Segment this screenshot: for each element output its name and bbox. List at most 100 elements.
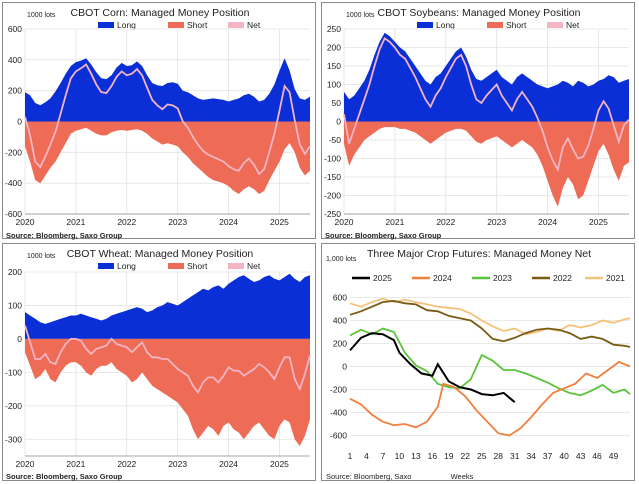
corn-xtick: 2020 — [16, 217, 35, 227]
three-crops-unit-label: 1,000 lots — [326, 256, 357, 263]
wheat-position-panel: CBOT Wheat: Managed Money Position 1000 l… — [2, 243, 316, 481]
three-crops-legend-2024: 2024 — [433, 273, 452, 283]
corn-legend-swatch-net — [228, 22, 244, 28]
three-crops-ytick: -600 — [330, 431, 347, 441]
corn-short-area — [25, 121, 310, 194]
soybeans-xtick: 2022 — [436, 217, 455, 227]
three-crops-xtick: 34 — [526, 451, 536, 461]
corn-title: CBOT Corn: Managed Money Position — [71, 7, 250, 19]
soybeans-legend-swatch-long — [417, 22, 433, 28]
corn-legend-long: Long — [117, 20, 136, 30]
three-crops-line-2022 — [349, 299, 631, 348]
three-crops-xtick: 19 — [444, 451, 454, 461]
soybeans-legend-swatch-net — [547, 22, 563, 28]
three-crops-legend-2021: 2021 — [606, 273, 625, 283]
three-crops-ytick: -200 — [330, 385, 347, 395]
corn-xtick: 2025 — [270, 217, 289, 227]
corn-legend-swatch-short — [168, 22, 184, 28]
soybeans-title: CBOT Soybeans: Managed Money Position — [378, 7, 581, 19]
soybeans-ytick: 100 — [327, 80, 341, 90]
wheat-xtick: 2022 — [117, 459, 136, 469]
wheat-ytick: -200 — [5, 401, 22, 411]
corn-xtick: 2022 — [117, 217, 136, 227]
wheat-ytick: -100 — [5, 367, 22, 377]
wheat-unit-label: 1000 lots — [27, 253, 56, 260]
three-crops-xtick: 28 — [494, 451, 504, 461]
three-crops-xtick: 7 — [381, 451, 386, 461]
soybeans-ytick: -250 — [324, 209, 341, 219]
three-crops-xtick: 4 — [364, 451, 369, 461]
soybeans-legend-swatch-short — [487, 22, 503, 28]
corn-long-area — [25, 58, 310, 122]
wheat-ytick: -300 — [5, 434, 22, 444]
corn-legend-short: Short — [187, 20, 208, 30]
corn-ytick: -200 — [5, 147, 22, 157]
three-crops-title: Three Major Crop Futures: Managed Money … — [367, 248, 591, 260]
wheat-xtick: 2023 — [168, 459, 187, 469]
three-crops-legend-2025: 2025 — [373, 273, 392, 283]
corn-xtick: 2021 — [66, 217, 85, 227]
three-crops-xtick: 49 — [609, 451, 619, 461]
wheat-legend-swatch-short — [168, 263, 184, 269]
soybeans-ytick: 0 — [336, 117, 341, 127]
corn-ytick: -600 — [5, 209, 22, 219]
three-crops-xtick: 31 — [510, 451, 520, 461]
wheat-xtick: 2020 — [16, 459, 35, 469]
corn-ytick: -400 — [5, 178, 22, 188]
soybeans-ytick: 150 — [327, 61, 341, 71]
three-crops-ytick: 400 — [333, 316, 347, 326]
three-crops-xtick: 16 — [428, 451, 438, 461]
corn-ytick: 600 — [8, 24, 22, 34]
three-crops-xtick: 10 — [395, 451, 405, 461]
wheat-legend-swatch-net — [228, 263, 244, 269]
soybeans-xtick: 2025 — [589, 217, 608, 227]
three-crops-line-2023 — [349, 327, 631, 397]
three-crops-legend-2022: 2022 — [553, 273, 572, 283]
soybeans-ytick: -50 — [329, 135, 342, 145]
wheat-xtick: 2025 — [270, 459, 289, 469]
wheat-legend-short: Short — [187, 261, 208, 271]
soybeans-ytick: -200 — [324, 191, 341, 201]
soybeans-short-area — [344, 121, 629, 207]
corn-ytick: 200 — [8, 86, 22, 96]
soybeans-ytick: 200 — [327, 43, 341, 53]
soybeans-ytick: -150 — [324, 172, 341, 182]
soybeans-xtick: 2020 — [335, 217, 354, 227]
wheat-long-area — [25, 273, 310, 339]
three-crops-xtick: 25 — [477, 451, 487, 461]
corn-xtick: 2024 — [219, 217, 238, 227]
three-crops-line-2021 — [349, 297, 631, 336]
three-crops-legend-2023: 2023 — [493, 273, 512, 283]
wheat-svg: CBOT Wheat: Managed Money Position 1000 l… — [5, 248, 311, 481]
three-crops-net-panel: Three Major Crop Futures: Managed Money … — [321, 243, 635, 481]
wheat-title: CBOT Wheat: Managed Money Position — [67, 248, 254, 260]
three-crops-line-2025 — [349, 332, 516, 403]
three-crops-source: Source: Bloomberg, Saxo — [326, 472, 411, 481]
soybeans-long-area — [344, 32, 629, 122]
corn-svg: CBOT Corn: Managed Money Position 1000 lo… — [5, 7, 311, 240]
three-crops-xtick: 46 — [592, 451, 602, 461]
soybeans-xtick: 2023 — [487, 217, 506, 227]
soybeans-source: Source: Bloomberg, Saxo Group — [325, 231, 442, 240]
three-crops-ytick: 200 — [333, 339, 347, 349]
soybeans-ytick: -100 — [324, 154, 341, 164]
wheat-xtick: 2024 — [219, 459, 238, 469]
corn-ytick: 0 — [17, 117, 22, 127]
three-crops-xlabel: Weeks — [451, 472, 474, 481]
three-crops-ytick: 0 — [342, 362, 347, 372]
wheat-short-area — [25, 338, 310, 446]
corn-position-panel: CBOT Corn: Managed Money Position 1000 lo… — [2, 2, 316, 240]
wheat-ytick: 100 — [8, 300, 22, 310]
soybeans-xtick: 2024 — [538, 217, 557, 227]
wheat-ytick: 0 — [17, 334, 22, 344]
corn-legend-swatch-long — [98, 22, 114, 28]
wheat-source: Source: Bloomberg, Saxo Group — [6, 472, 123, 481]
soybeans-legend-short: Short — [506, 20, 527, 30]
three-crops-xtick: 43 — [576, 451, 586, 461]
wheat-xtick: 2021 — [66, 459, 85, 469]
corn-source: Source: Bloomberg, Saxo Group — [6, 231, 123, 240]
three-crops-xtick: 13 — [411, 451, 421, 461]
corn-unit-label: 1000 lots — [27, 12, 56, 19]
wheat-legend-net: Net — [247, 261, 261, 271]
soybeans-unit-label: 1000 lots — [346, 12, 375, 19]
